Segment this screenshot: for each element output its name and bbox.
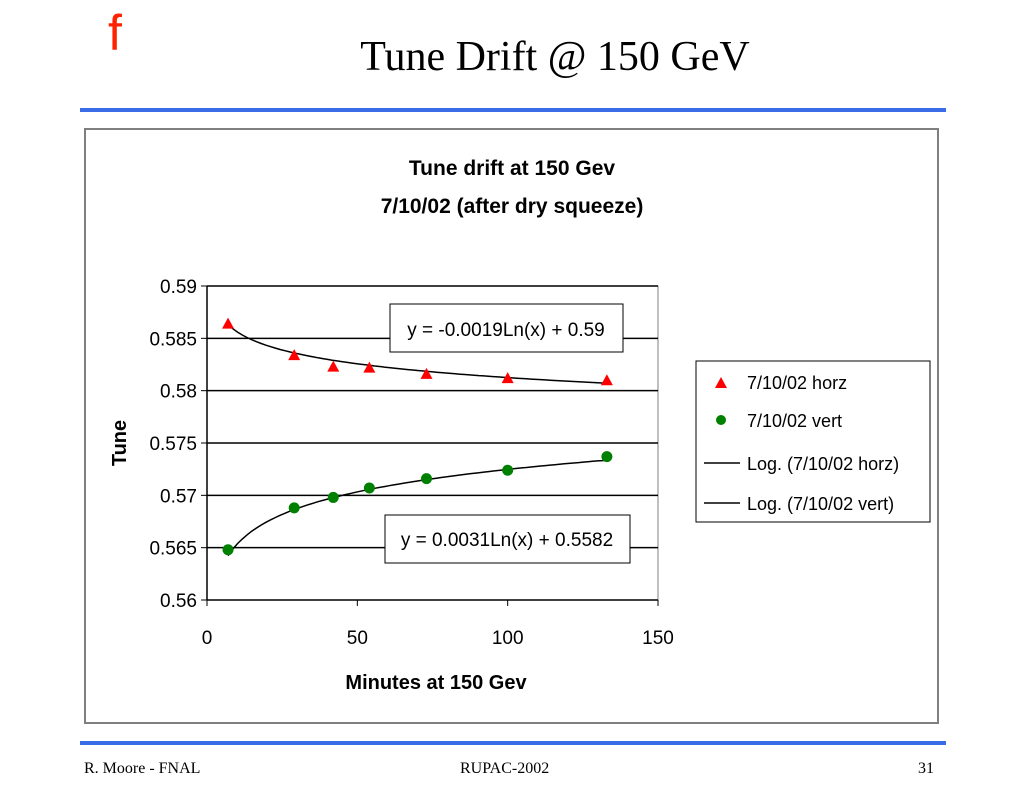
y-tick-label: 0.59 <box>160 277 197 298</box>
legend-label-horz: 7/10/02 horz <box>747 373 847 393</box>
x-tick-label: 50 <box>347 628 368 649</box>
data-point-vert <box>327 491 339 503</box>
trendline-horz <box>227 324 607 385</box>
equation-horz: y = -0.0019Ln(x) + 0.59 <box>407 320 605 341</box>
data-points <box>222 317 613 556</box>
slide-title: Tune Drift @ 150 GeV <box>360 34 750 80</box>
y-tick-label: 0.58 <box>160 382 197 403</box>
x-tick-label: 100 <box>492 628 524 649</box>
chart-title: Tune drift at 150 Gev <box>409 157 615 180</box>
data-point-vert <box>420 473 432 485</box>
bottom-divider <box>80 741 946 745</box>
data-point-vert <box>363 482 375 494</box>
x-axis-label: Minutes at 150 Gev <box>345 672 527 694</box>
footer-author: R. Moore - FNAL <box>84 760 201 777</box>
data-point-horz <box>420 367 433 379</box>
x-tick-label: 150 <box>642 628 674 649</box>
data-point-vert <box>502 464 514 476</box>
equation-box-horz <box>389 303 624 353</box>
x-tick-labels: 0 50 100 150 <box>202 628 674 649</box>
equation-vert: y = 0.0031Ln(x) + 0.5582 <box>401 530 613 551</box>
y-tick-label: 0.57 <box>160 486 197 507</box>
equation-box-vert <box>384 514 631 564</box>
y-tick-label: 0.585 <box>149 329 197 350</box>
data-point-vert <box>222 544 234 556</box>
y-tick-label: 0.575 <box>149 434 197 455</box>
data-point-vert <box>601 451 613 463</box>
x-tick-label: 0 <box>202 628 213 649</box>
legend-label-log-horz: Log. (7/10/02 horz) <box>747 454 899 474</box>
data-point-vert <box>288 502 300 514</box>
page-number: 31 <box>918 760 934 777</box>
legend: 7/10/02 horz 7/10/02 vert Log. (7/10/02 … <box>695 360 931 523</box>
legend-marker-vert <box>716 415 726 425</box>
footer-conference: RUPAC-2002 <box>460 760 550 777</box>
y-tick-labels: 0.56 0.565 0.57 0.575 0.58 0.585 0.59 <box>149 277 197 612</box>
fermilab-logo: f <box>108 5 122 61</box>
legend-box <box>695 360 931 523</box>
legend-label-vert: 7/10/02 vert <box>747 411 842 431</box>
chart-subtitle: 7/10/02 (after dry squeeze) <box>381 195 644 218</box>
data-point-horz <box>327 360 340 372</box>
data-point-horz <box>222 317 235 329</box>
y-tick-label: 0.56 <box>160 591 197 612</box>
y-tick-label: 0.565 <box>149 539 197 560</box>
data-point-horz <box>600 374 613 386</box>
data-point-horz <box>288 349 301 361</box>
data-point-horz <box>363 361 376 373</box>
legend-label-log-vert: Log. (7/10/02 vert) <box>747 494 894 514</box>
y-axis-label: Tune <box>109 420 131 466</box>
top-divider <box>80 108 946 112</box>
legend-marker-horz <box>715 377 727 388</box>
data-point-horz <box>501 372 514 384</box>
